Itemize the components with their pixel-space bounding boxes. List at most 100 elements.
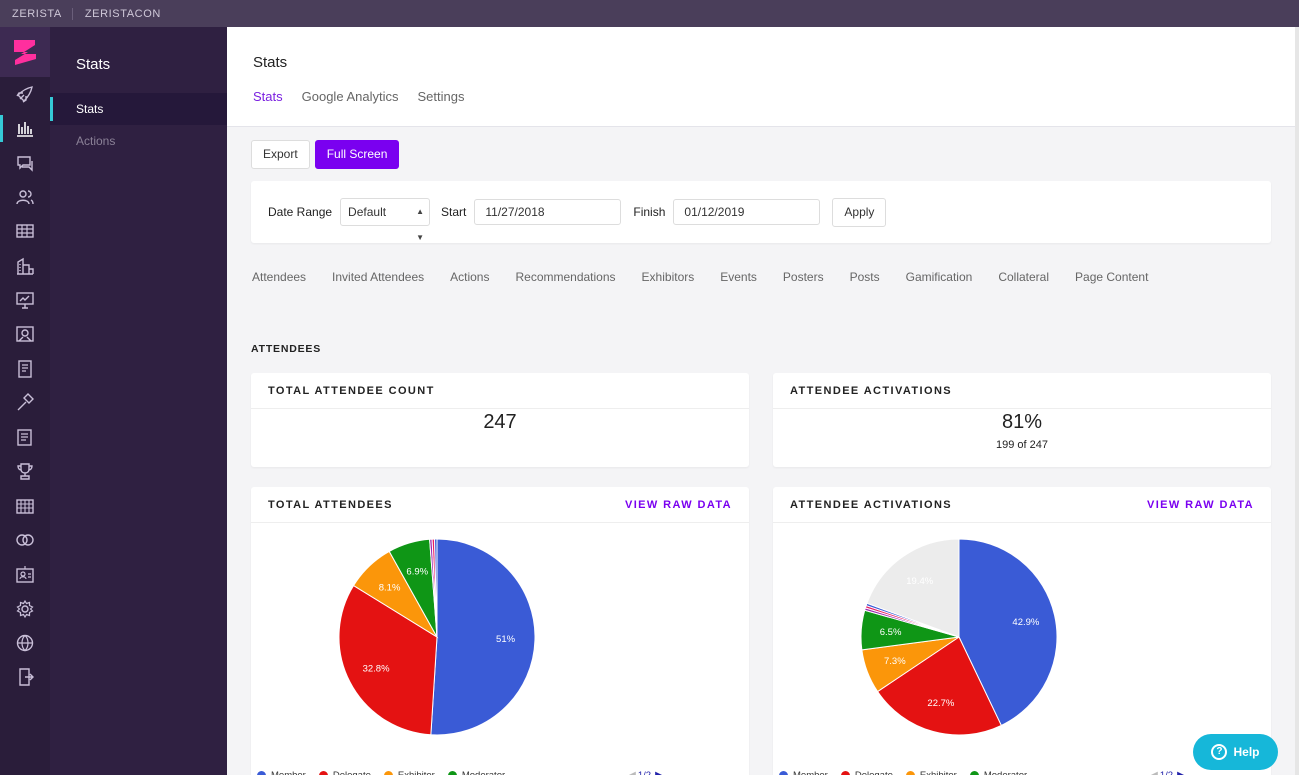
legend-swatch: [318, 771, 328, 775]
section-tab-recommendations[interactable]: Recommendations: [515, 270, 616, 284]
subnav-item-actions[interactable]: Actions: [76, 134, 116, 148]
pie-slice-label: 42.9%: [1012, 617, 1039, 628]
rail-item-bar-chart[interactable]: [0, 111, 50, 145]
legend-swatch: [840, 771, 850, 775]
page-title: Stats: [253, 54, 288, 71]
legend-label: Member: [271, 770, 306, 775]
legend-item-exhibitor[interactable]: Exhibitor: [383, 770, 435, 775]
next-page-icon[interactable]: ▶: [655, 770, 663, 775]
page-indicator: 1/2: [1160, 770, 1173, 775]
pie-slice-delegate[interactable]: [338, 584, 438, 736]
tab-stats[interactable]: Stats: [253, 89, 283, 104]
pie-slice-label: 6.9%: [406, 566, 428, 577]
legend-item-delegate[interactable]: Delegate: [318, 770, 371, 775]
section-tab-exhibitors[interactable]: Exhibitors: [641, 270, 695, 284]
view-raw-data-link[interactable]: VIEW RAW DATA: [1146, 498, 1254, 511]
legend-item-moderator[interactable]: Moderator: [969, 770, 1027, 775]
chart-title: ATTENDEE ACTIVATIONS: [790, 498, 953, 511]
subnav-item-stats[interactable]: Stats: [50, 93, 227, 125]
legend-item-delegate[interactable]: Delegate: [840, 770, 893, 775]
section-tab-page-content[interactable]: Page Content: [1075, 270, 1149, 284]
pie-slice-label: 7.3%: [884, 656, 906, 667]
start-label: Start: [441, 205, 467, 219]
pie-slice-label: 8.1%: [379, 582, 401, 593]
rail-item-presentation[interactable]: [0, 283, 50, 317]
rail-item-hammer[interactable]: [0, 386, 50, 420]
rail-item-chat[interactable]: [0, 146, 50, 180]
legend-item-exhibitor[interactable]: Exhibitor: [905, 770, 957, 775]
calendar-grid-icon: [16, 499, 34, 514]
legend-swatch: [383, 771, 393, 775]
rail-item-table[interactable]: [0, 214, 50, 248]
tab-settings[interactable]: Settings: [417, 89, 465, 104]
pie-slice-member[interactable]: [430, 538, 536, 736]
legend-item-moderator[interactable]: Moderator: [447, 770, 505, 775]
section-tab-events[interactable]: Events: [720, 270, 757, 284]
legend-item-member[interactable]: Member: [779, 770, 828, 775]
rail-item-news[interactable]: [0, 420, 50, 454]
rail-item-globe[interactable]: [0, 626, 50, 660]
pie-slice-member[interactable]: [958, 538, 1058, 727]
section-tab-actions[interactable]: Actions: [450, 270, 490, 284]
apply-button[interactable]: Apply: [832, 197, 887, 227]
legend-swatch: [779, 771, 788, 775]
rail-item-exit[interactable]: [0, 660, 50, 694]
date-range-label: Date Range: [268, 205, 333, 219]
pie-slice-other-7[interactable]: [866, 538, 960, 638]
rail-item-gallery[interactable]: [0, 317, 50, 351]
section-tabs: Attendees Invited Attendees Actions Recomme…: [252, 270, 1174, 284]
fullscreen-button[interactable]: Full Screen: [314, 140, 400, 169]
rail-item-badge[interactable]: [0, 557, 50, 591]
org-name[interactable]: ZERISTA: [12, 7, 62, 20]
next-page-icon[interactable]: ▶: [1177, 770, 1185, 775]
rail-item-gear[interactable]: [0, 591, 50, 625]
rail-item-trophy[interactable]: [0, 454, 50, 488]
prev-page-icon[interactable]: ◀: [628, 770, 636, 775]
help-button[interactable]: ? Help: [1193, 734, 1278, 770]
rail-item-document[interactable]: [0, 351, 50, 385]
scrollbar[interactable]: [1295, 27, 1299, 775]
help-label: Help: [1233, 745, 1260, 759]
legend-label: Moderator: [462, 770, 505, 775]
rail-item-users[interactable]: [0, 180, 50, 214]
pie-slice-delegate[interactable]: [876, 636, 1002, 736]
table-icon: [16, 224, 34, 239]
section-tab-invited-attendees[interactable]: Invited Attendees: [332, 270, 425, 284]
rail-item-rings[interactable]: [0, 523, 50, 557]
rocket-icon: [16, 86, 33, 103]
date-range-value: Default: [348, 205, 387, 219]
start-date-input[interactable]: 11/27/2018: [474, 199, 622, 225]
trophy-icon: [17, 463, 33, 481]
icon-rail: [0, 27, 50, 775]
prev-page-icon[interactable]: ◀: [1150, 770, 1158, 775]
top-bar: ZERISTA ZERISTACON: [0, 0, 1299, 27]
section-tab-collateral[interactable]: Collateral: [998, 270, 1050, 284]
zerista-logo[interactable]: [0, 27, 50, 77]
rings-icon: [16, 534, 34, 546]
tab-google-analytics[interactable]: Google Analytics: [301, 89, 399, 104]
legend-item-member[interactable]: Member: [257, 770, 306, 775]
chart-legend: Member Delegate Exhibitor Moderator ◀1/2 ▶: [257, 770, 663, 775]
chart-legend: Member Delegate Exhibitor Moderator ◀1/2 ▶: [779, 770, 1185, 775]
pie-slice-label: 51%: [496, 634, 516, 645]
section-tab-posters[interactable]: Posters: [782, 270, 824, 284]
legend-label: Exhibitor: [920, 770, 957, 775]
action-buttons: Export Full Screen: [251, 140, 404, 169]
section-tab-attendees[interactable]: Attendees: [252, 270, 307, 284]
rail-item-building[interactable]: [0, 248, 50, 282]
export-button[interactable]: Export: [251, 140, 310, 169]
finish-date-input[interactable]: 01/12/2019: [673, 199, 821, 225]
rail-item-calendar-grid[interactable]: [0, 489, 50, 523]
page-header: Stats Stats Google Analytics Settings: [227, 27, 1295, 127]
date-range-select[interactable]: Default ▲ ▼: [340, 198, 431, 242]
section-tab-gamification[interactable]: Gamification: [905, 270, 973, 284]
pie-slice-other-6[interactable]: [434, 538, 438, 638]
rail-item-rocket[interactable]: [0, 77, 50, 111]
event-name[interactable]: ZERISTACON: [71, 7, 171, 20]
page-tabs: Stats Google Analytics Settings: [253, 89, 1295, 104]
view-raw-data-link[interactable]: VIEW RAW DATA: [624, 498, 732, 511]
legend-swatch: [257, 771, 266, 775]
activations-percent: 81%: [1001, 411, 1043, 433]
pie-slice-label: 19.4%: [906, 576, 933, 587]
section-tab-posts[interactable]: Posts: [849, 270, 880, 284]
